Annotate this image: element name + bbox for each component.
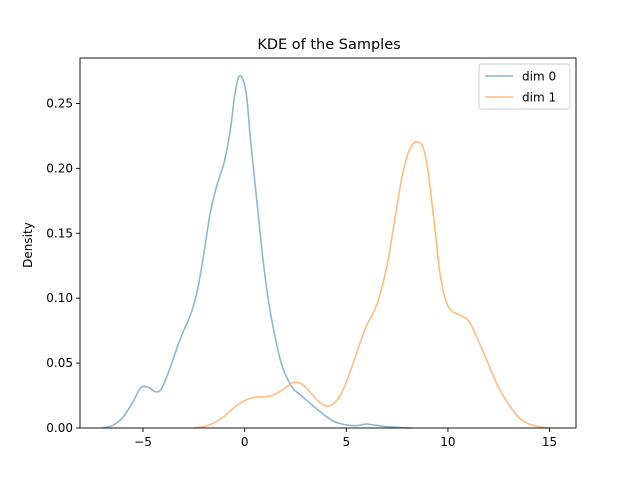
y-tick-label: 0.10 xyxy=(46,291,73,305)
x-tick-label: 15 xyxy=(542,435,557,449)
legend-label-dim-0: dim 0 xyxy=(522,70,556,84)
legend: dim 0 dim 1 xyxy=(478,63,571,110)
y-tick-label: 0.05 xyxy=(46,356,73,370)
y-tick-label: 0.25 xyxy=(46,96,73,110)
plot-frame xyxy=(79,57,577,429)
x-tick-label: 5 xyxy=(342,435,350,449)
legend-label-dim-1: dim 1 xyxy=(522,91,556,105)
series-line-dim-1 xyxy=(193,141,550,429)
axes-layer: −5 0 5 10 15 0.00 0.05 0.10 0.15 0.20 0.25 xyxy=(46,57,577,449)
x-tick-label: 0 xyxy=(241,435,249,449)
x-tick-label: −5 xyxy=(134,435,152,449)
y-tick-label: 0.15 xyxy=(46,226,73,240)
y-tick-label: 0.00 xyxy=(46,421,73,435)
y-axis-title: Density xyxy=(21,222,35,268)
series-line-dim-0 xyxy=(102,74,412,429)
y-tick-label: 0.20 xyxy=(46,161,73,175)
series-layer xyxy=(102,74,550,429)
x-tick-label: 10 xyxy=(440,435,455,449)
chart-title: KDE of the Samples xyxy=(257,37,400,53)
